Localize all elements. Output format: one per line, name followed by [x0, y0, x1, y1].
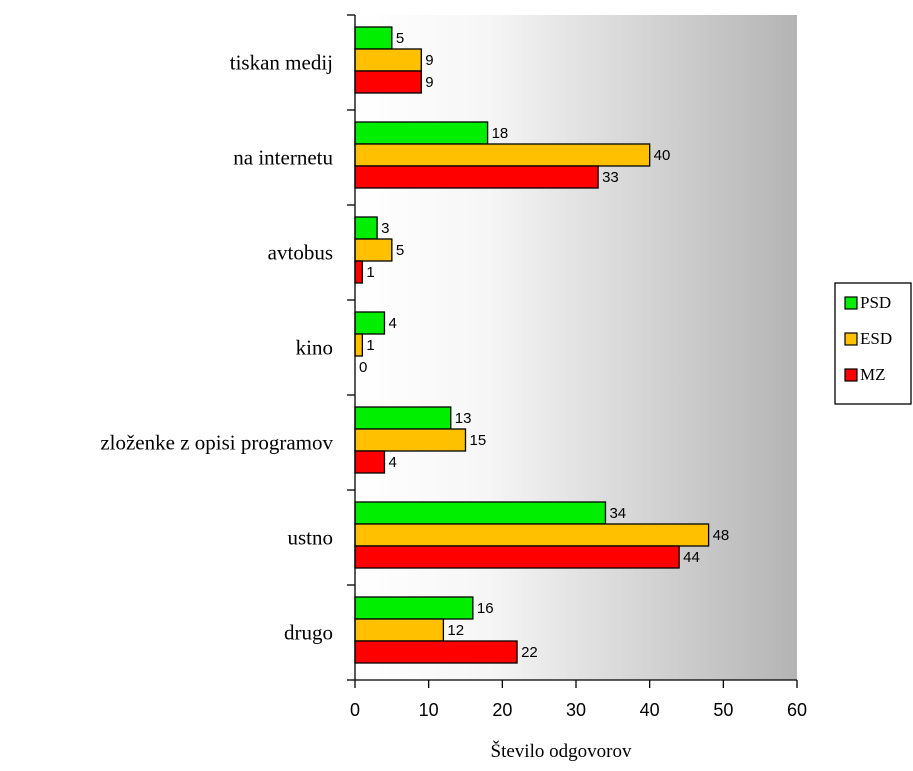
x-tick-label: 20: [492, 700, 512, 720]
bar-psd-7: [354, 596, 474, 620]
value-label: 4: [388, 454, 396, 471]
category-label: tiskan medij: [230, 51, 333, 75]
bar-esd-6: [354, 523, 710, 547]
value-label: 33: [602, 169, 619, 186]
category-label: kino: [296, 336, 333, 360]
bar-mz-3: [354, 260, 364, 284]
x-tick-label: 0: [350, 700, 360, 720]
category-label: avtobus: [268, 241, 333, 265]
value-label: 15: [470, 432, 487, 449]
bar-psd-5: [354, 406, 452, 430]
bar-psd-6: [354, 501, 607, 525]
legend-swatch-psd: [844, 296, 858, 310]
bar-esd-4: [354, 333, 364, 357]
bar-mz-5: [354, 450, 386, 474]
bar-mz-1: [354, 70, 422, 94]
bar-mz-7: [354, 640, 518, 664]
bar-esd-2: [354, 143, 651, 167]
category-label: drugo: [284, 621, 333, 645]
value-label: 3: [381, 220, 389, 237]
x-axis-title: Število odgovorov: [491, 740, 632, 762]
value-label: 22: [521, 644, 538, 661]
x-tick-label: 50: [713, 700, 733, 720]
value-label: 18: [492, 125, 509, 142]
value-label: 16: [477, 600, 494, 617]
bar-esd-3: [354, 238, 393, 262]
bar-psd-1: [354, 26, 393, 50]
legend-label-psd: PSD: [860, 293, 891, 312]
bar-psd-3: [354, 216, 378, 240]
legend-swatch-esd: [844, 332, 858, 346]
category-label: na internetu: [233, 146, 333, 170]
bar-psd-2: [354, 121, 489, 145]
value-label: 1: [366, 337, 374, 354]
bar-mz-6: [354, 545, 680, 569]
value-label: 48: [713, 527, 730, 544]
x-tick-label: 60: [787, 700, 807, 720]
legend: PSD ESD MZ: [834, 282, 912, 405]
bar-esd-1: [354, 48, 422, 72]
bar-mz-2: [354, 165, 599, 189]
value-label: 1: [366, 264, 374, 281]
legend-swatch-mz: [844, 368, 858, 382]
bar-psd-4: [354, 311, 386, 335]
value-label: 44: [683, 549, 700, 566]
value-label: 13: [455, 410, 472, 427]
legend-label-esd: ESD: [860, 329, 892, 348]
x-tick-label: 30: [566, 700, 586, 720]
value-label: 5: [396, 30, 404, 47]
value-label: 40: [654, 147, 671, 164]
value-label: 34: [609, 505, 626, 522]
value-label: 9: [425, 52, 433, 69]
category-label: zloženke z opisi programov: [100, 431, 333, 455]
value-label: 4: [388, 315, 396, 332]
x-tick-label: 40: [640, 700, 660, 720]
value-label: 9: [425, 74, 433, 91]
legend-label-mz: MZ: [860, 365, 886, 384]
category-label: ustno: [287, 526, 333, 550]
value-label: 0: [359, 359, 367, 376]
x-tick-label: 10: [419, 700, 439, 720]
plot-area: [355, 15, 797, 680]
value-label: 12: [447, 622, 464, 639]
bar-esd-7: [354, 618, 445, 642]
value-label: 5: [396, 242, 404, 259]
bar-esd-5: [354, 428, 467, 452]
